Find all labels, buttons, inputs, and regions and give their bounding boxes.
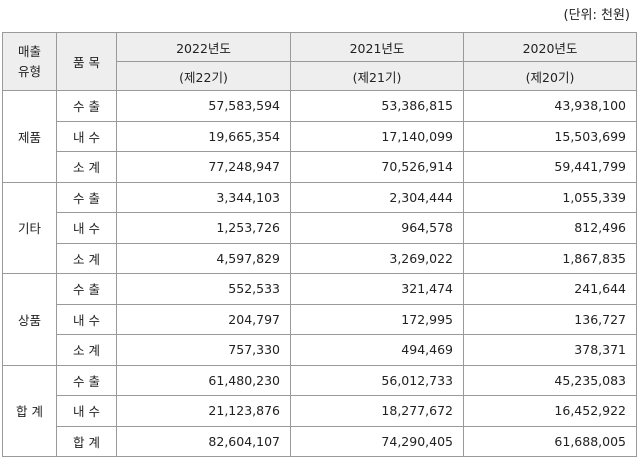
item-name: 합 계 — [56, 425, 117, 457]
year-header: 2020년도 — [463, 32, 637, 62]
data-row: 내 수 204,797 172,995 136,727 — [3, 303, 637, 335]
table-body: 제품 수 출 57,583,594 53,386,815 43,938,100 내 수 19… — [2, 90, 637, 457]
value-cell: 552,533 — [116, 273, 291, 305]
value-cell: 61,480,230 — [116, 364, 291, 396]
term-header: (제22기) — [116, 61, 291, 91]
value-cell: 1,055,339 — [463, 181, 637, 213]
value-cell: 4,597,829 — [116, 242, 291, 274]
value-cell: 136,727 — [463, 303, 637, 335]
data-row: 내 수 21,123,876 18,277,672 16,452,922 — [3, 395, 637, 427]
value-cell: 18,277,672 — [290, 395, 464, 427]
type-header-line: 매출 — [17, 43, 41, 59]
value-cell: 812,496 — [463, 212, 637, 244]
data-row: 제품 수 출 57,583,594 53,386,815 43,938,100 — [2, 90, 637, 183]
value-cell: 21,123,876 — [116, 395, 291, 427]
header-row: 매출 유형 품 목 2022년도 2021년도 2020년도 — [2, 32, 637, 91]
group-name: 제품 — [2, 90, 57, 183]
value-cell: 17,140,099 — [290, 120, 464, 152]
value-cell: 3,269,022 — [290, 242, 464, 274]
value-cell: 2,304,444 — [290, 181, 464, 213]
value-cell: 1,253,726 — [116, 212, 291, 244]
value-cell: 204,797 — [116, 303, 291, 335]
item-name: 수 출 — [56, 273, 117, 305]
value-cell: 74,290,405 — [290, 425, 464, 457]
value-cell: 70,526,914 — [290, 151, 464, 183]
item-header: 품 목 — [56, 32, 117, 91]
item-name: 내 수 — [56, 120, 117, 152]
unit-note: (단위: 천원) — [563, 8, 631, 23]
data-row: 소 계 757,330 494,469 378,371 — [3, 334, 637, 366]
term-header: (제21기) — [290, 61, 464, 91]
data-row: 합 계 82,604,107 74,290,405 61,688,005 — [3, 425, 637, 457]
value-cell: 241,644 — [463, 273, 637, 305]
year-header: 2021년도 — [290, 32, 464, 62]
data-row: 상품 수 출 552,533 321,474 241,644 — [2, 273, 637, 366]
value-cell: 964,578 — [290, 212, 464, 244]
value-cell: 53,386,815 — [290, 90, 464, 122]
value-cell: 61,688,005 — [463, 425, 637, 457]
data-row: 기타 수 출 3,344,103 2,304,444 1,055,339 — [2, 181, 637, 274]
header-row: (제22기) (제21기) (제20기) — [3, 61, 637, 91]
item-name: 내 수 — [56, 303, 117, 335]
value-cell: 378,371 — [463, 334, 637, 366]
value-cell: 56,012,733 — [290, 364, 464, 396]
year-header: 2022년도 — [116, 32, 291, 62]
value-cell: 757,330 — [116, 334, 291, 366]
value-cell: 43,938,100 — [463, 90, 637, 122]
value-cell: 16,452,922 — [463, 395, 637, 427]
data-row: 소 계 77,248,947 70,526,914 59,441,799 — [3, 151, 637, 183]
group-name: 합 계 — [2, 364, 57, 457]
item-name: 내 수 — [56, 395, 117, 427]
value-cell: 19,665,354 — [116, 120, 291, 152]
item-name: 수 출 — [56, 364, 117, 396]
value-cell: 494,469 — [290, 334, 464, 366]
item-name: 수 출 — [56, 90, 117, 122]
value-cell: 321,474 — [290, 273, 464, 305]
value-cell: 45,235,083 — [463, 364, 637, 396]
value-cell: 3,344,103 — [116, 181, 291, 213]
data-row: 내 수 1,253,726 964,578 812,496 — [3, 212, 637, 244]
item-name: 내 수 — [56, 212, 117, 244]
item-name: 소 계 — [56, 334, 117, 366]
value-cell: 1,867,835 — [463, 242, 637, 274]
data-row: 소 계 4,597,829 3,269,022 1,867,835 — [3, 242, 637, 274]
type-header-line: 유형 — [17, 63, 41, 79]
group-name: 상품 — [2, 273, 57, 366]
type-header: 매출 유형 — [2, 32, 57, 91]
value-cell: 172,995 — [290, 303, 464, 335]
item-name: 소 계 — [56, 151, 117, 183]
table-header: 매출 유형 품 목 2022년도 2021년도 2020년도 (제22기) (제21기… — [2, 32, 637, 91]
term-header: (제20기) — [463, 61, 637, 91]
item-name: 수 출 — [56, 181, 117, 213]
value-cell: 82,604,107 — [116, 425, 291, 457]
value-cell: 59,441,799 — [463, 151, 637, 183]
item-name: 소 계 — [56, 242, 117, 274]
value-cell: 15,503,699 — [463, 120, 637, 152]
value-cell: 77,248,947 — [116, 151, 291, 183]
value-cell: 57,583,594 — [116, 90, 291, 122]
sales-table: 매출 유형 품 목 2022년도 2021년도 2020년도 (제22기) (제21기… — [2, 32, 637, 457]
group-name: 기타 — [2, 181, 57, 274]
data-row: 내 수 19,665,354 17,140,099 15,503,699 — [3, 120, 637, 152]
